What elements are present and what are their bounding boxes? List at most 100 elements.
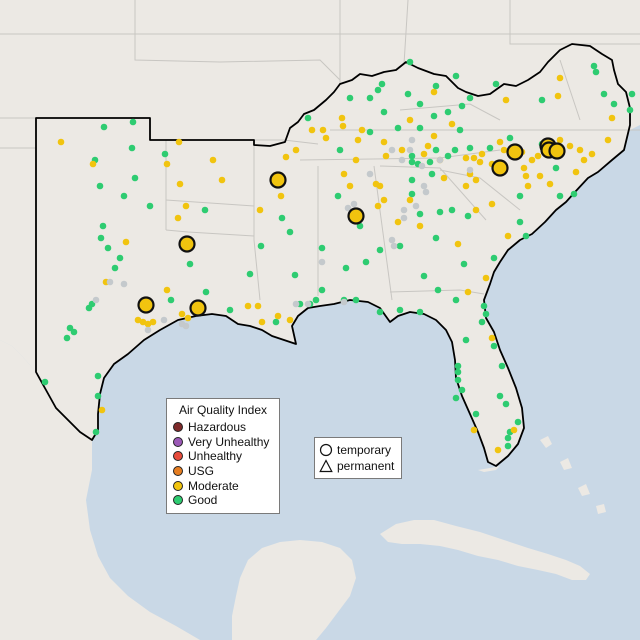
monitor-dot[interactable] bbox=[396, 242, 404, 250]
monitor-dot[interactable] bbox=[470, 426, 478, 434]
monitor-dot[interactable] bbox=[556, 74, 564, 82]
monitor-dot[interactable] bbox=[286, 316, 294, 324]
temporary-monitor-marker[interactable] bbox=[269, 171, 287, 189]
monitor-dot[interactable] bbox=[416, 308, 424, 316]
monitor-dot[interactable] bbox=[464, 212, 472, 220]
monitor-dot[interactable] bbox=[394, 218, 402, 226]
monitor-dot[interactable] bbox=[396, 306, 404, 314]
monitor-dot[interactable] bbox=[274, 312, 282, 320]
monitor-dot[interactable] bbox=[318, 286, 326, 294]
monitor-dot[interactable] bbox=[416, 222, 424, 230]
monitor-dot[interactable] bbox=[104, 244, 112, 252]
monitor-dot[interactable] bbox=[458, 102, 466, 110]
monitor-dot[interactable] bbox=[592, 68, 600, 76]
monitor-dot[interactable] bbox=[89, 160, 97, 168]
monitor-dot[interactable] bbox=[628, 90, 636, 98]
monitor-dot[interactable] bbox=[490, 254, 498, 262]
monitor-dot[interactable] bbox=[184, 314, 192, 322]
monitor-dot[interactable] bbox=[400, 214, 408, 222]
monitor-dot[interactable] bbox=[120, 280, 128, 288]
temporary-monitor-marker[interactable] bbox=[189, 299, 207, 317]
monitor-dot[interactable] bbox=[246, 270, 254, 278]
monitor-dot[interactable] bbox=[376, 308, 384, 316]
monitor-dot[interactable] bbox=[458, 386, 466, 394]
monitor-dot[interactable] bbox=[99, 222, 107, 230]
monitor-dot[interactable] bbox=[352, 156, 360, 164]
monitor-dot[interactable] bbox=[430, 132, 438, 140]
monitor-dot[interactable] bbox=[552, 164, 560, 172]
monitor-dot[interactable] bbox=[63, 334, 71, 342]
monitor-dot[interactable] bbox=[498, 362, 506, 370]
monitor-dot[interactable] bbox=[492, 80, 500, 88]
monitor-dot[interactable] bbox=[272, 318, 280, 326]
monitor-dot[interactable] bbox=[322, 134, 330, 142]
monitor-dot[interactable] bbox=[98, 406, 106, 414]
monitor-dot[interactable] bbox=[374, 202, 382, 210]
monitor-dot[interactable] bbox=[464, 288, 472, 296]
temporary-monitor-marker[interactable] bbox=[178, 235, 196, 253]
monitor-dot[interactable] bbox=[356, 222, 364, 230]
monitor-dot[interactable] bbox=[144, 320, 152, 328]
monitor-dot[interactable] bbox=[139, 318, 147, 326]
monitor-dot[interactable] bbox=[163, 160, 171, 168]
monitor-dot[interactable] bbox=[372, 180, 380, 188]
monitor-dot[interactable] bbox=[394, 124, 402, 132]
monitor-dot[interactable] bbox=[416, 210, 424, 218]
monitor-dot[interactable] bbox=[466, 166, 474, 174]
monitor-dot[interactable] bbox=[256, 206, 264, 214]
monitor-dot[interactable] bbox=[340, 298, 348, 306]
temporary-monitor-marker[interactable] bbox=[137, 296, 155, 314]
monitor-dot[interactable] bbox=[472, 410, 480, 418]
monitor-dot[interactable] bbox=[85, 304, 93, 312]
monitor-dot[interactable] bbox=[462, 182, 470, 190]
monitor-dot[interactable] bbox=[430, 88, 438, 96]
temporary-monitor-marker[interactable] bbox=[548, 142, 566, 160]
monitor-dot[interactable] bbox=[257, 242, 265, 250]
monitor-dot[interactable] bbox=[420, 150, 428, 158]
monitor-dot[interactable] bbox=[161, 150, 169, 158]
monitor-dot[interactable] bbox=[186, 260, 194, 268]
monitor-dot[interactable] bbox=[334, 192, 342, 200]
monitor-dot[interactable] bbox=[406, 196, 414, 204]
monitor-dot[interactable] bbox=[426, 158, 434, 166]
monitor-dot[interactable] bbox=[420, 182, 428, 190]
monitor-dot[interactable] bbox=[244, 302, 252, 310]
monitor-dot[interactable] bbox=[382, 152, 390, 160]
monitor-dot[interactable] bbox=[424, 142, 432, 150]
monitor-dot[interactable] bbox=[506, 134, 514, 142]
monitor-dot[interactable] bbox=[378, 80, 386, 88]
monitor-dot[interactable] bbox=[418, 162, 426, 170]
monitor-dot[interactable] bbox=[178, 310, 186, 318]
monitor-dot[interactable] bbox=[430, 112, 438, 120]
monitor-dot[interactable] bbox=[66, 324, 74, 332]
monitor-dot[interactable] bbox=[432, 82, 440, 90]
monitor-dot[interactable] bbox=[432, 146, 440, 154]
monitor-dot[interactable] bbox=[608, 114, 616, 122]
monitor-dot[interactable] bbox=[472, 176, 480, 184]
monitor-dot[interactable] bbox=[167, 296, 175, 304]
monitor-dot[interactable] bbox=[416, 100, 424, 108]
monitor-dot[interactable] bbox=[454, 368, 462, 376]
monitor-dot[interactable] bbox=[406, 146, 414, 154]
monitor-dot[interactable] bbox=[486, 144, 494, 152]
monitor-dot[interactable] bbox=[278, 214, 286, 222]
monitor-dot[interactable] bbox=[488, 334, 496, 342]
monitor-dot[interactable] bbox=[350, 200, 358, 208]
monitor-dot[interactable] bbox=[462, 154, 470, 162]
monitor-dot[interactable] bbox=[452, 296, 460, 304]
monitor-dot[interactable] bbox=[398, 156, 406, 164]
monitor-dot[interactable] bbox=[100, 123, 108, 131]
monitor-dot[interactable] bbox=[451, 146, 459, 154]
monitor-dot[interactable] bbox=[352, 296, 360, 304]
monitor-dot[interactable] bbox=[254, 302, 262, 310]
monitor-dot[interactable] bbox=[176, 180, 184, 188]
monitor-dot[interactable] bbox=[466, 144, 474, 152]
monitor-dot[interactable] bbox=[346, 94, 354, 102]
monitor-dot[interactable] bbox=[436, 208, 444, 216]
monitor-dot[interactable] bbox=[390, 242, 398, 250]
monitor-dot[interactable] bbox=[522, 232, 530, 240]
monitor-dot[interactable] bbox=[522, 172, 530, 180]
monitor-dot[interactable] bbox=[163, 286, 171, 294]
monitor-dot[interactable] bbox=[588, 150, 596, 158]
monitor-dot[interactable] bbox=[416, 124, 424, 132]
